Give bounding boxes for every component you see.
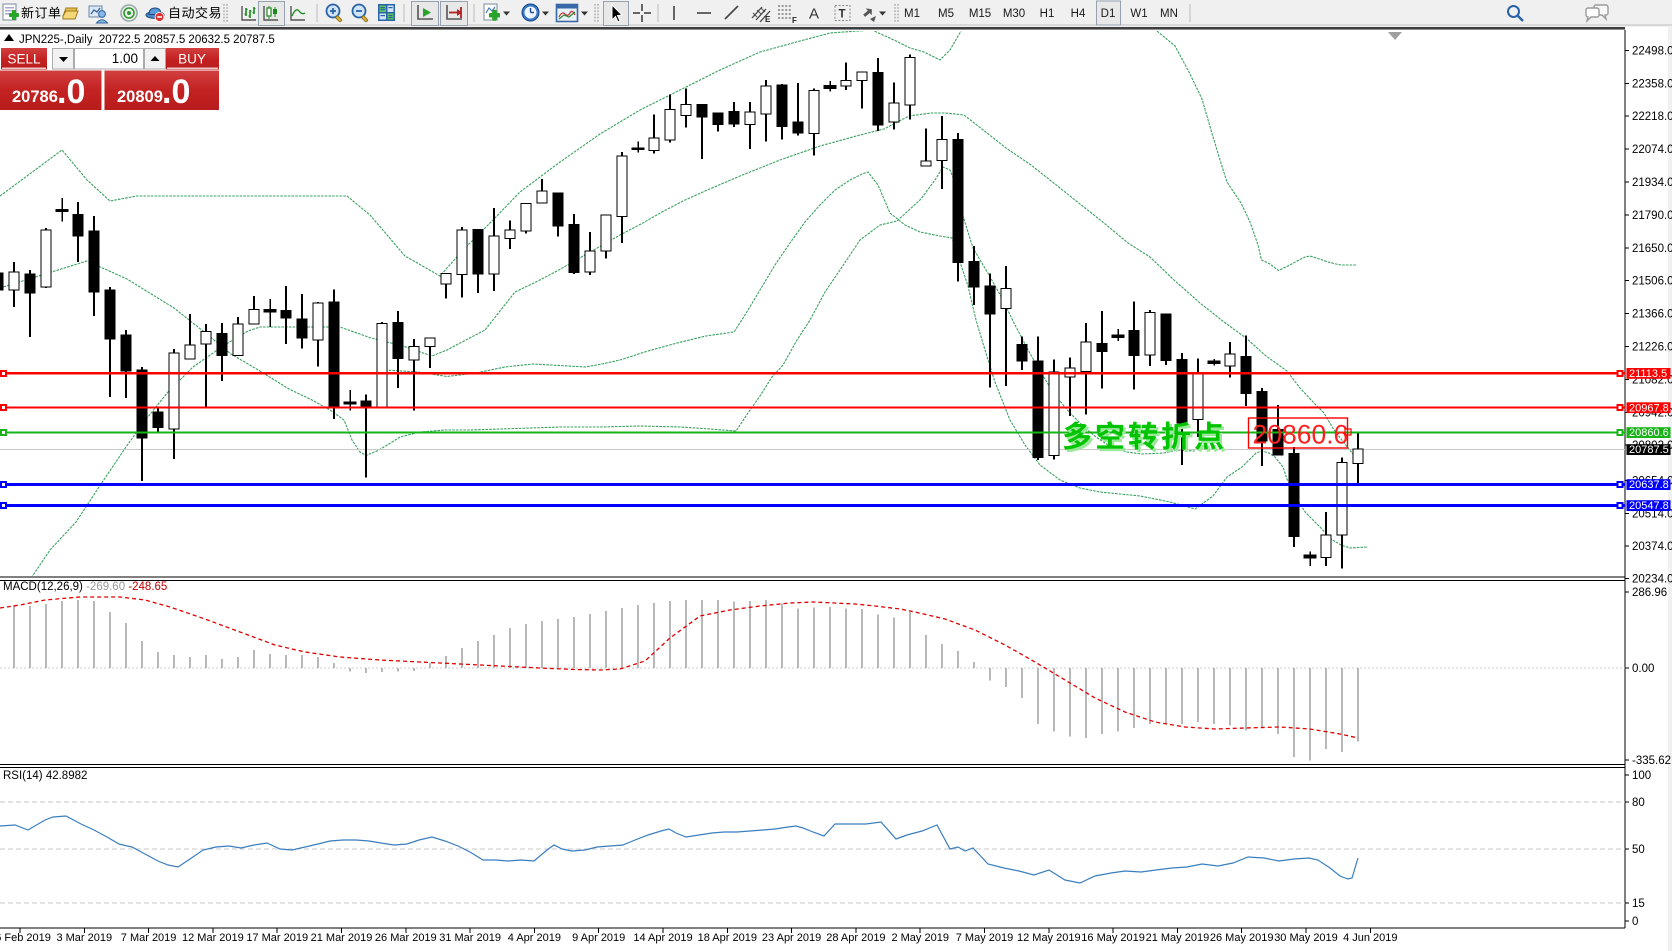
svg-text:12 Mar 2019: 12 Mar 2019 <box>182 932 244 944</box>
svg-text:22358.0: 22358.0 <box>1632 78 1672 90</box>
svg-text:286.96: 286.96 <box>1632 587 1667 599</box>
svg-text:18 Apr 2019: 18 Apr 2019 <box>698 932 757 944</box>
svg-text:20637.8: 20637.8 <box>1629 479 1669 491</box>
svg-text:BUY: BUY <box>178 52 206 67</box>
svg-text:4 Jun 2019: 4 Jun 2019 <box>1343 932 1397 944</box>
svg-text:22218.0: 22218.0 <box>1632 111 1672 123</box>
svg-text:21506.0: 21506.0 <box>1632 276 1672 288</box>
svg-text:30 May 2019: 30 May 2019 <box>1274 932 1338 944</box>
svg-text:MN: MN <box>1160 8 1178 20</box>
svg-text:MACD(12,26,9) -269.60 -248.65: MACD(12,26,9) -269.60 -248.65 <box>3 581 167 593</box>
svg-text:21366.0: 21366.0 <box>1632 309 1672 321</box>
svg-text:21113.5: 21113.5 <box>1629 368 1667 380</box>
svg-text:H1: H1 <box>1040 8 1055 20</box>
svg-text:.0: .0 <box>162 73 190 111</box>
svg-text:21650.0: 21650.0 <box>1632 243 1672 255</box>
svg-text:21 May 2019: 21 May 2019 <box>1146 932 1210 944</box>
svg-text:M30: M30 <box>1003 8 1025 20</box>
svg-text:7 Mar 2019: 7 Mar 2019 <box>121 932 177 944</box>
svg-text:20967.8: 20967.8 <box>1629 402 1669 414</box>
svg-text:21790.0: 21790.0 <box>1632 210 1672 222</box>
svg-text:H4: H4 <box>1071 8 1086 20</box>
svg-text:1.00: 1.00 <box>112 51 138 66</box>
svg-text:20374.0: 20374.0 <box>1632 541 1672 553</box>
svg-text:20547.8: 20547.8 <box>1629 500 1669 512</box>
svg-text:20787.5: 20787.5 <box>1629 444 1669 456</box>
svg-text:0.00: 0.00 <box>1632 663 1654 675</box>
svg-text:-335.62: -335.62 <box>1632 755 1671 767</box>
svg-text:50: 50 <box>1632 844 1645 856</box>
svg-text:23 Apr 2019: 23 Apr 2019 <box>762 932 821 944</box>
svg-text:7 May 2019: 7 May 2019 <box>956 932 1013 944</box>
svg-text:4 Apr 2019: 4 Apr 2019 <box>508 932 561 944</box>
svg-text:21 Mar 2019: 21 Mar 2019 <box>311 932 373 944</box>
svg-text:22074.0: 22074.0 <box>1632 144 1672 156</box>
svg-text:20786: 20786 <box>12 88 58 106</box>
svg-text:M15: M15 <box>969 8 991 20</box>
svg-text:20809: 20809 <box>117 88 163 106</box>
svg-text:20514.0: 20514.0 <box>1632 508 1672 520</box>
svg-text:.0: .0 <box>57 73 85 111</box>
svg-text:20234.0: 20234.0 <box>1632 574 1672 586</box>
svg-text:W1: W1 <box>1130 8 1147 20</box>
svg-text:F: F <box>792 16 797 25</box>
svg-text:2 May 2019: 2 May 2019 <box>891 932 948 944</box>
svg-text:16 May 2019: 16 May 2019 <box>1081 932 1145 944</box>
svg-text:12 May 2019: 12 May 2019 <box>1017 932 1081 944</box>
svg-text:22498.0: 22498.0 <box>1632 45 1672 57</box>
svg-text:26 May 2019: 26 May 2019 <box>1210 932 1274 944</box>
svg-text:M5: M5 <box>938 8 954 20</box>
svg-text:15: 15 <box>1632 898 1645 910</box>
svg-text:20860.6: 20860.6 <box>1253 420 1349 450</box>
svg-text:A: A <box>809 6 819 23</box>
svg-text:9 Apr 2019: 9 Apr 2019 <box>572 932 625 944</box>
svg-text:T: T <box>839 9 846 21</box>
svg-text:26 Feb 2019: 26 Feb 2019 <box>0 932 51 944</box>
svg-text:28 Apr 2019: 28 Apr 2019 <box>826 932 885 944</box>
svg-text:21934.0: 21934.0 <box>1632 177 1672 189</box>
svg-text:14 Apr 2019: 14 Apr 2019 <box>633 932 692 944</box>
svg-text:SELL: SELL <box>7 52 41 67</box>
svg-text:26 Mar 2019: 26 Mar 2019 <box>375 932 437 944</box>
svg-text:E: E <box>765 15 771 24</box>
svg-text:JPN225-,Daily 20722.5 20857.5: JPN225-,Daily 20722.5 20857.5 20632.5 20… <box>19 34 275 46</box>
svg-text:3 Mar 2019: 3 Mar 2019 <box>56 932 112 944</box>
svg-text:0: 0 <box>1632 916 1638 928</box>
svg-text:17 Mar 2019: 17 Mar 2019 <box>246 932 308 944</box>
svg-text:31 Mar 2019: 31 Mar 2019 <box>439 932 501 944</box>
svg-text:80: 80 <box>1632 797 1645 809</box>
svg-text:20860.6: 20860.6 <box>1629 427 1669 439</box>
svg-text:M1: M1 <box>904 8 920 20</box>
svg-text:RSI(14) 42.8982: RSI(14) 42.8982 <box>3 770 87 782</box>
svg-text:D1: D1 <box>1101 8 1116 20</box>
svg-text:100: 100 <box>1632 770 1651 782</box>
svg-text:21226.0: 21226.0 <box>1632 342 1672 354</box>
